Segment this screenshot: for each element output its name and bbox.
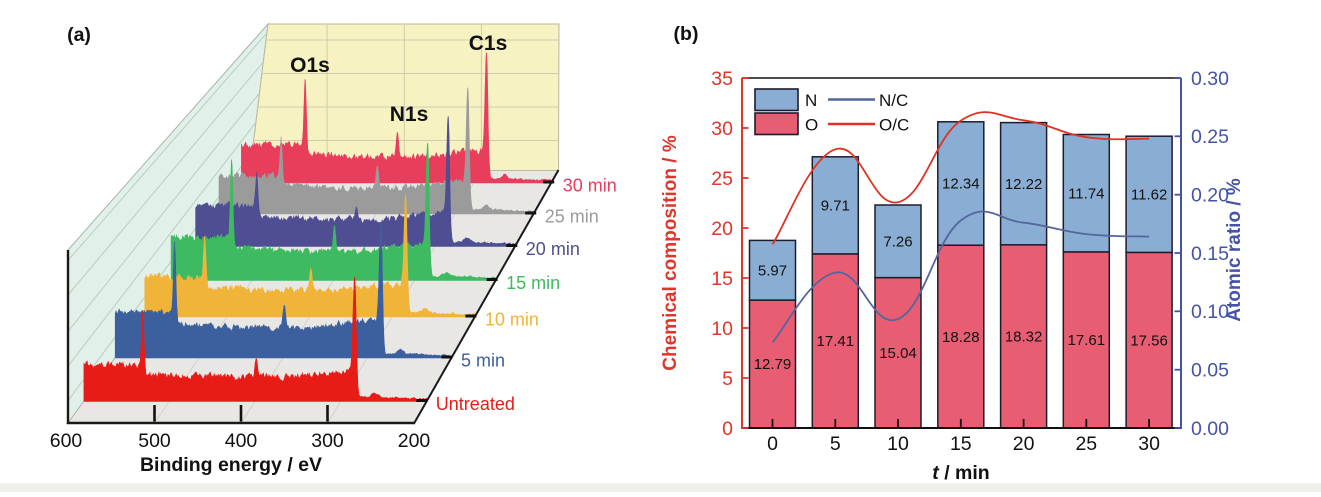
- svg-text:18.28: 18.28: [942, 329, 980, 346]
- svg-text:400: 400: [225, 430, 258, 452]
- svg-text:15: 15: [711, 268, 733, 290]
- svg-text:(a): (a): [67, 24, 91, 46]
- svg-text:O1s: O1s: [290, 54, 330, 77]
- svg-text:500: 500: [138, 430, 171, 452]
- svg-text:18.32: 18.32: [1005, 329, 1043, 346]
- svg-text:5: 5: [722, 368, 733, 390]
- svg-text:N: N: [805, 91, 817, 110]
- svg-text:0.10: 0.10: [1191, 301, 1229, 323]
- svg-text:0: 0: [767, 433, 778, 455]
- svg-text:20: 20: [711, 218, 733, 240]
- svg-text:10: 10: [711, 318, 733, 340]
- svg-text:5.97: 5.97: [758, 262, 787, 279]
- svg-text:20 min: 20 min: [526, 239, 580, 259]
- svg-text:30 min: 30 min: [563, 176, 617, 196]
- svg-text:25 min: 25 min: [545, 207, 599, 227]
- svg-text:0.05: 0.05: [1191, 360, 1229, 382]
- svg-text:0.30: 0.30: [1191, 68, 1229, 90]
- svg-text:O/C: O/C: [879, 116, 909, 135]
- svg-text:Atomic ratio / %: Atomic ratio / %: [1224, 178, 1245, 322]
- svg-text:N1s: N1s: [390, 103, 429, 126]
- svg-text:12.34: 12.34: [942, 176, 980, 193]
- svg-text:15: 15: [950, 433, 972, 455]
- svg-text:10: 10: [887, 433, 909, 455]
- svg-text:600: 600: [50, 430, 83, 452]
- svg-text:11.62: 11.62: [1131, 187, 1167, 204]
- svg-text:25: 25: [1075, 433, 1097, 455]
- svg-text:5 min: 5 min: [461, 351, 505, 371]
- svg-text:N/C: N/C: [879, 91, 908, 110]
- svg-text:C1s: C1s: [469, 32, 508, 55]
- svg-text:200: 200: [398, 430, 431, 452]
- svg-text:O: O: [805, 116, 818, 135]
- svg-text:t / min: t / min: [932, 462, 989, 484]
- svg-text:11.74: 11.74: [1068, 185, 1104, 202]
- svg-text:0.00: 0.00: [1191, 418, 1229, 440]
- svg-text:12.22: 12.22: [1005, 176, 1043, 193]
- svg-text:0.20: 0.20: [1191, 185, 1229, 207]
- svg-text:(b): (b): [674, 23, 699, 45]
- svg-text:Untreated: Untreated: [436, 394, 515, 414]
- svg-text:30: 30: [711, 118, 733, 140]
- svg-text:7.26: 7.26: [883, 234, 912, 251]
- svg-text:12.79: 12.79: [754, 356, 792, 373]
- svg-text:15 min: 15 min: [506, 273, 560, 293]
- svg-text:9.71: 9.71: [821, 198, 850, 215]
- svg-text:25: 25: [711, 168, 733, 190]
- svg-text:0.15: 0.15: [1191, 243, 1229, 265]
- svg-text:0: 0: [722, 418, 733, 440]
- svg-text:35: 35: [711, 68, 733, 90]
- svg-text:Binding energy / eV: Binding energy / eV: [140, 454, 322, 476]
- svg-text:5: 5: [830, 433, 841, 455]
- svg-text:17.61: 17.61: [1068, 332, 1106, 349]
- svg-text:0.25: 0.25: [1191, 126, 1229, 148]
- svg-text:Chemical composition / %: Chemical composition / %: [660, 135, 681, 371]
- svg-text:30: 30: [1138, 433, 1160, 455]
- svg-text:10 min: 10 min: [485, 310, 539, 330]
- svg-text:300: 300: [311, 430, 344, 452]
- svg-text:17.41: 17.41: [817, 333, 855, 350]
- svg-text:17.56: 17.56: [1130, 332, 1168, 349]
- svg-text:20: 20: [1013, 433, 1035, 455]
- svg-text:15.04: 15.04: [879, 345, 917, 362]
